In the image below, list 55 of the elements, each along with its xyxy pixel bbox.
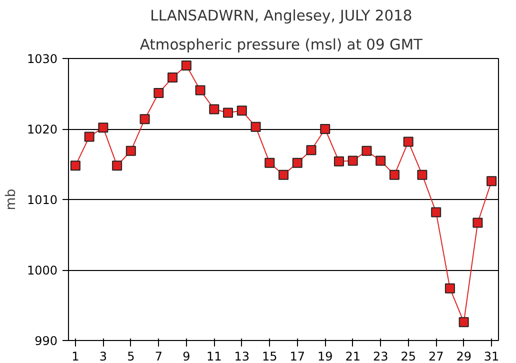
point <box>112 160 122 171</box>
x-tick-label: 19 <box>317 350 333 363</box>
x-tick-label: 9 <box>182 350 190 363</box>
point <box>417 170 428 180</box>
point <box>250 122 261 132</box>
point <box>209 104 220 114</box>
y-tick-label: 1010 <box>26 193 58 207</box>
point <box>264 158 275 168</box>
point <box>292 158 302 168</box>
point <box>486 176 497 186</box>
point <box>126 146 136 156</box>
y-tick-label: 1000 <box>26 264 58 278</box>
point <box>458 317 469 328</box>
point <box>140 114 150 124</box>
x-tick-label: 13 <box>234 350 250 363</box>
chart-subtitle: Atmospheric pressure (msl) at 09 GMT <box>140 36 422 54</box>
point <box>98 122 108 133</box>
point <box>70 160 80 171</box>
point <box>472 218 483 228</box>
point <box>223 108 234 118</box>
point <box>389 170 400 180</box>
x-tick-label: 31 <box>484 350 500 363</box>
x-tick-label: 27 <box>428 350 444 363</box>
x-tick-label: 1 <box>72 350 80 363</box>
y-axis-title: mb <box>4 188 19 210</box>
point <box>320 124 330 134</box>
x-tick-label: 17 <box>290 350 306 363</box>
x-tick-label: 25 <box>400 350 416 363</box>
x-tick-label: 5 <box>127 350 135 363</box>
x-tick-label: 7 <box>154 350 162 363</box>
chart-title: LLANSADWRN, Anglesey, JULY 2018 <box>150 8 412 24</box>
point <box>306 145 316 156</box>
point <box>181 60 192 71</box>
y-tick-label: 990 <box>34 334 58 348</box>
point <box>236 106 247 116</box>
point <box>403 136 414 147</box>
point <box>376 156 386 166</box>
point <box>362 146 372 156</box>
y-tick-label: 1030 <box>26 52 58 66</box>
x-tick-label: 11 <box>206 350 222 363</box>
point <box>444 283 455 294</box>
point <box>195 85 206 96</box>
x-tick-label: 29 <box>456 350 472 363</box>
x-tick-label: 23 <box>372 350 388 363</box>
point <box>348 156 358 166</box>
x-tick-label: 21 <box>345 350 360 363</box>
point <box>84 132 94 142</box>
y-tick-label: 1020 <box>26 122 58 136</box>
x-tick-label: 3 <box>99 350 107 363</box>
point <box>278 170 288 180</box>
x-tick-label: 15 <box>262 350 278 363</box>
point <box>168 72 178 83</box>
point <box>154 88 164 98</box>
point <box>334 156 344 166</box>
point <box>431 207 442 218</box>
